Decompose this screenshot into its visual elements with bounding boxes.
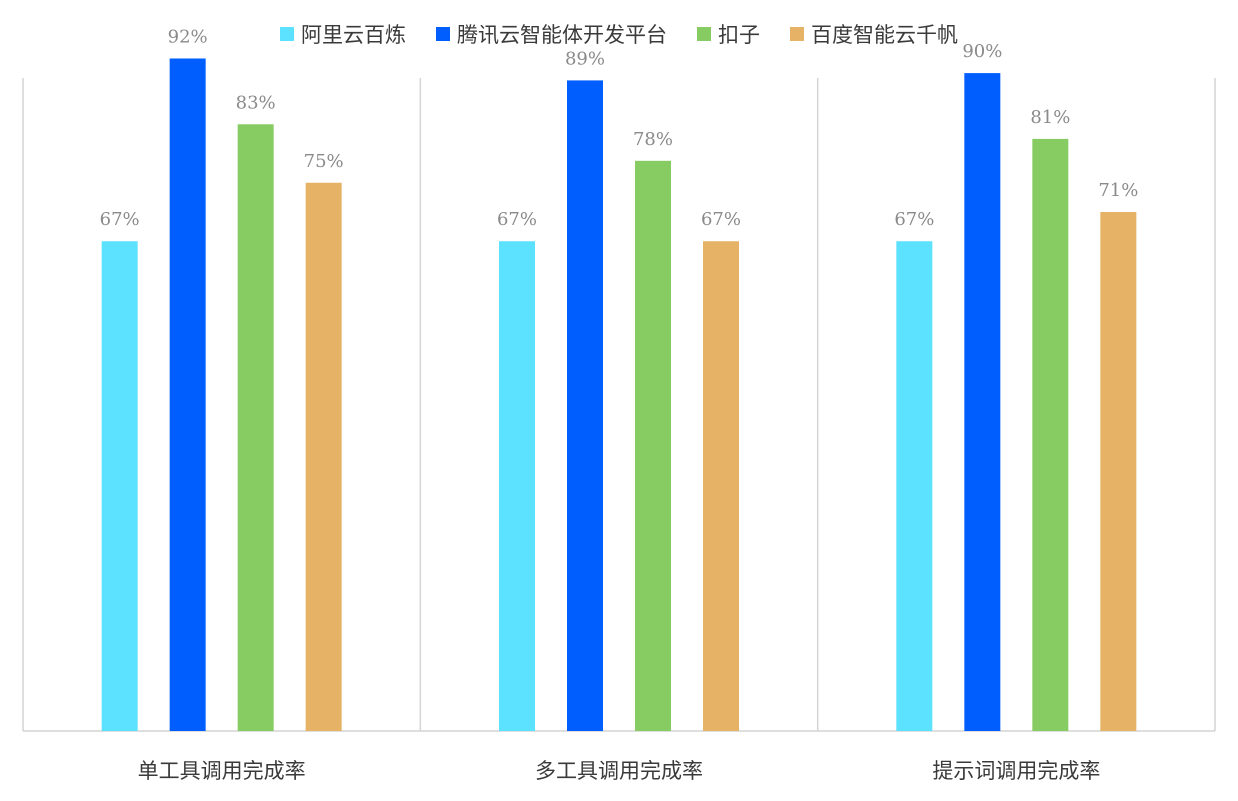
legend-item: 扣子 (697, 23, 760, 47)
data-label: 71% (1098, 180, 1138, 201)
data-label: 90% (962, 41, 1002, 62)
legend-label: 百度智能云千帆 (811, 23, 958, 47)
data-label: 75% (304, 151, 344, 172)
data-label: 89% (565, 48, 605, 69)
legend-label: 阿里云百炼 (301, 23, 406, 47)
bar (237, 124, 274, 731)
data-label: 67% (894, 209, 934, 230)
legend-item: 腾讯云智能体开发平台 (436, 23, 667, 47)
data-label: 83% (236, 92, 276, 113)
data-label: 67% (701, 209, 741, 230)
legend-label: 扣子 (718, 23, 760, 47)
chart-axes (22, 78, 1216, 732)
chart-legend: 阿里云百炼 腾讯云智能体开发平台 扣子 百度智能云千帆 (280, 23, 958, 47)
bar (635, 160, 671, 731)
data-label: 92% (168, 26, 208, 47)
data-label: 78% (633, 129, 673, 150)
legend-label: 腾讯云智能体开发平台 (457, 23, 667, 47)
legend-item: 百度智能云千帆 (790, 23, 958, 47)
category-label: 多工具调用完成率 (535, 759, 703, 783)
bar (703, 241, 739, 732)
bar (964, 73, 1001, 732)
chart-bars (101, 58, 1137, 732)
legend-swatch (280, 27, 294, 41)
bar (567, 80, 603, 731)
bar (499, 241, 535, 732)
legend-swatch (697, 27, 711, 41)
bar (1032, 138, 1069, 731)
chart-category-labels: 单工具调用完成率 多工具调用完成率 提示词调用完成率 (138, 759, 1101, 783)
category-label: 提示词调用完成率 (932, 759, 1100, 783)
bar (1100, 211, 1137, 732)
bar (305, 182, 342, 731)
bar (896, 241, 933, 732)
category-label: 单工具调用完成率 (138, 759, 306, 783)
data-label: 81% (1030, 107, 1070, 128)
bar (169, 58, 206, 732)
legend-swatch (790, 27, 804, 41)
legend-item: 阿里云百炼 (280, 23, 406, 47)
legend-swatch (436, 27, 450, 41)
chart-data-labels: 67% 92% 83% 75% 67% 89% 78% 67% 67% 90% 81% 71% (100, 26, 1139, 230)
data-label: 67% (100, 209, 140, 230)
data-label: 67% (497, 209, 537, 230)
bar (101, 241, 138, 732)
